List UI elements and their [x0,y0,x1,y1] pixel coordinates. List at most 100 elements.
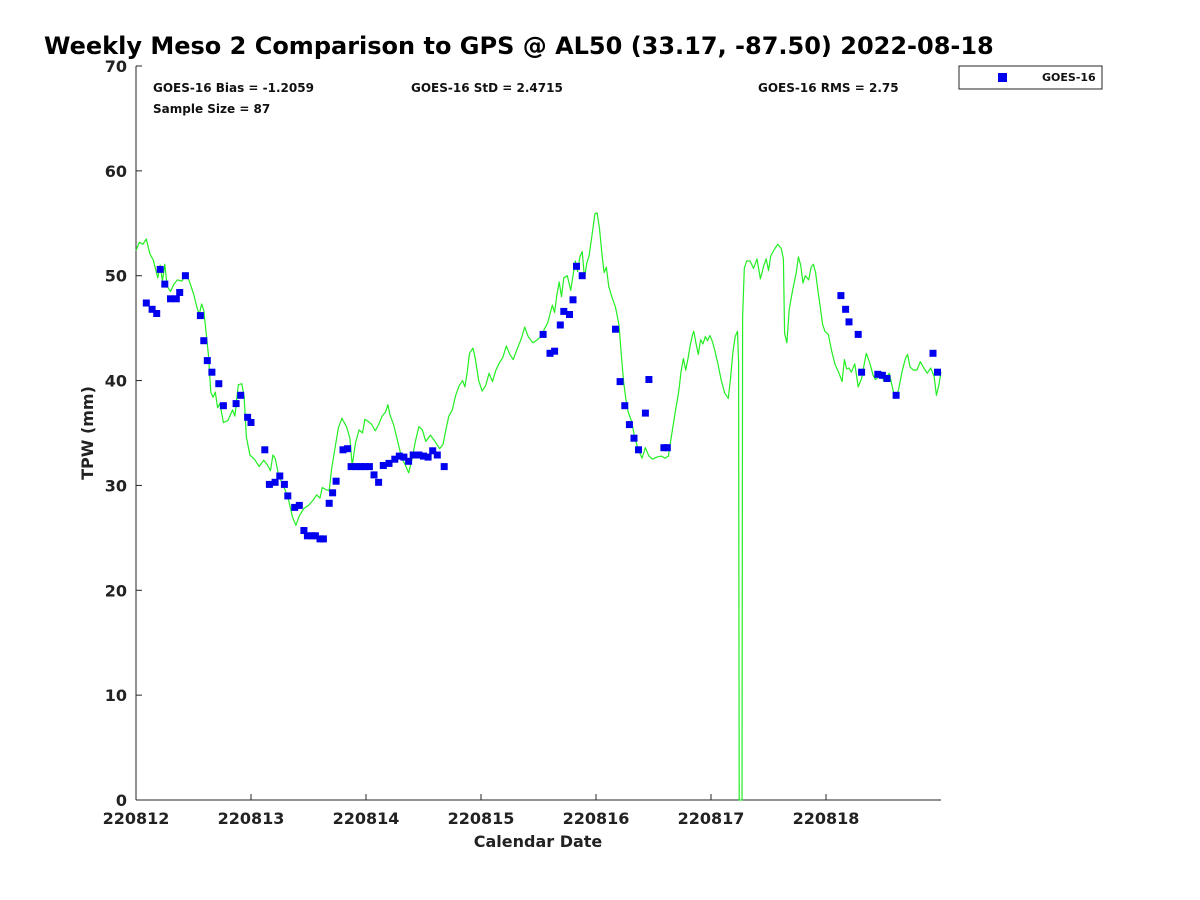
goes16-data-point [625,421,633,429]
goes16-data-point [641,409,649,417]
x-tick-label: 220818 [793,809,860,828]
x-tick-label: 220812 [103,809,170,828]
goes16-data-point [663,444,671,452]
goes16-data-point [265,480,273,488]
goes16-data-point [612,325,619,333]
goes16-data-point [319,535,327,543]
goes16-data-point [854,330,862,338]
goes16-data-point [232,400,240,408]
plot-area [135,66,941,801]
goes16-data-point [892,391,900,399]
goes16-data-point [630,434,638,442]
legend-marker-square [998,73,1007,82]
goes16-data-point [551,347,559,355]
goes16-data-point [415,451,423,459]
goes16-data-point [842,305,850,313]
x-axis-label: Calendar Date [474,832,603,851]
gps-tpw-line [135,212,942,801]
y-tick-label: 50 [105,267,127,286]
goes16-data-point [215,380,223,388]
goes16-data-point [167,295,174,303]
sample-size-stat: Sample Size = 87 [153,102,270,116]
y-axis-label: TPW (mm) [78,386,97,480]
goes16-data-point [424,453,432,461]
goes16-data-point [329,489,337,497]
goes16-data-point [284,492,292,500]
goes16-data-point [878,371,886,379]
goes16-data-point [370,471,378,479]
goes16-data-point [385,459,393,467]
goes16-data-point [153,310,161,317]
goes16-data-point [352,463,360,471]
goes16-data-point [219,402,227,410]
goes16-data-point [573,262,580,270]
goes16-data-point [244,413,252,421]
goes16-data-point [332,477,340,485]
goes16-data-point [837,292,845,300]
goes16-data-point [161,280,169,288]
x-tick-label: 220815 [448,809,515,828]
goes16-data-point [203,357,211,365]
goes16-data-point [645,376,653,383]
goes16-data-point [405,457,413,465]
legend: GOES-16 [958,65,1103,90]
goes16-data-point [247,419,255,426]
x-tick-label: 220814 [333,809,400,828]
goes16-data-point [409,451,417,459]
goes16-data-point [400,453,408,461]
goes16-data-point [934,368,941,376]
goes16-data-point [276,472,284,480]
goes16-data-point [156,265,164,273]
chart-title: Weekly Meso 2 Comparison to GPS @ AL50 (… [44,32,994,60]
y-tick-label: 60 [105,162,127,181]
goes16-data-point [874,370,882,378]
legend-label: GOES-16 [1042,71,1096,84]
goes16-data-point [181,272,189,280]
goes16-data-point [361,463,369,471]
bias-stat: GOES-16 Bias = -1.2059 [153,81,314,95]
goes16-data-point [560,307,568,315]
y-tick-label: 70 [105,57,127,76]
goes16-data-point [539,330,547,338]
goes16-data-point [433,451,441,459]
goes16-data-point [395,452,403,460]
goes16-data-point [303,532,311,540]
goes16-data-point [929,349,937,357]
goes16-data-point [440,463,448,471]
x-axis-ticks: 220812 220813 220814 220815 220816 220817 2208… [103,794,860,828]
goes16-data-point [148,305,156,313]
goes16-data-point [391,455,399,463]
goes16-data-point [280,480,288,488]
goes16-data-point [420,452,427,460]
goes16-data-point [339,446,347,454]
y-tick-label: 0 [116,791,127,810]
goes16-data-point [375,478,383,486]
goes16-data-point [546,349,554,357]
x-tick-label: 220816 [563,809,630,828]
goes16-data-point [261,446,269,454]
goes16-data-point [300,527,308,534]
x-tick-label: 220817 [678,809,745,828]
goes16-data-point [566,311,573,318]
goes16-data-point [569,296,577,304]
goes16-data-point [172,295,180,303]
y-axis-ticks: 0 10 20 30 40 50 60 70 [105,57,142,810]
rms-stat: GOES-16 RMS = 2.75 [758,81,899,95]
goes16-data-point [196,312,204,320]
y-tick-label: 10 [105,686,127,705]
goes16-data-point [616,378,624,386]
goes16-data-point [621,402,629,410]
y-tick-label: 20 [105,581,127,600]
goes16-data-point [365,463,373,471]
goes16-data-point [845,318,853,326]
goes16-data-point [858,368,866,376]
goes16-data-point [271,478,279,486]
goes16-data-point [883,375,891,382]
y-tick-label: 30 [105,476,127,495]
goes16-data-point [291,503,299,511]
series-layer [135,212,942,801]
goes16-data-point [295,501,303,509]
goes16-data-point [556,321,564,329]
legend-box [958,65,1103,90]
